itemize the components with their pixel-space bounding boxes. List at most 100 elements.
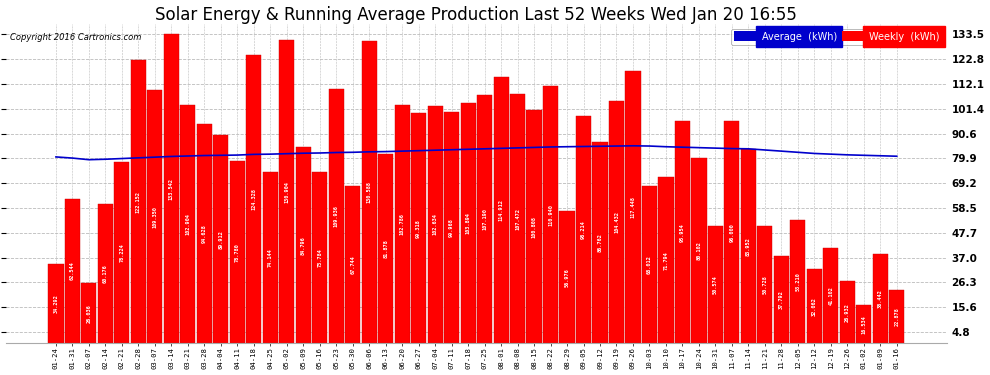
Bar <box>840 281 855 344</box>
Text: 22.878: 22.878 <box>894 308 899 326</box>
Bar <box>296 147 311 344</box>
Text: 86.762: 86.762 <box>598 234 603 252</box>
Text: 117.448: 117.448 <box>631 196 636 218</box>
Text: 78.224: 78.224 <box>120 243 125 262</box>
Text: 81.878: 81.878 <box>383 239 388 258</box>
Bar <box>873 254 888 344</box>
Legend: Average  (kWh), Weekly  (kWh): Average (kWh), Weekly (kWh) <box>732 28 942 45</box>
Text: 71.794: 71.794 <box>663 251 668 270</box>
Bar <box>774 256 789 344</box>
Text: 26.036: 26.036 <box>86 304 91 322</box>
Text: 95.954: 95.954 <box>680 223 685 242</box>
Text: 102.786: 102.786 <box>400 213 405 235</box>
Bar <box>262 172 278 344</box>
Bar <box>658 177 673 344</box>
Text: 68.012: 68.012 <box>647 255 652 274</box>
Text: 34.292: 34.292 <box>53 294 58 313</box>
Bar <box>428 106 443 344</box>
Text: 32.062: 32.062 <box>812 297 817 316</box>
Text: 83.952: 83.952 <box>745 237 750 255</box>
Bar <box>346 186 360 344</box>
Bar <box>460 103 475 344</box>
Text: 78.780: 78.780 <box>235 243 240 261</box>
Text: 80.102: 80.102 <box>696 241 702 260</box>
Bar <box>230 161 245 344</box>
Bar <box>98 204 113 344</box>
Text: 102.904: 102.904 <box>185 213 190 235</box>
Bar <box>592 142 608 344</box>
Bar <box>559 211 574 344</box>
Text: 122.152: 122.152 <box>136 191 141 213</box>
Bar <box>180 105 195 344</box>
Bar <box>49 264 63 344</box>
Text: 130.588: 130.588 <box>366 181 371 203</box>
Text: 53.210: 53.210 <box>795 272 800 291</box>
Bar <box>790 220 806 344</box>
Text: 89.912: 89.912 <box>219 230 224 249</box>
Title: Solar Energy & Running Average Production Last 52 Weeks Wed Jan 20 16:55: Solar Energy & Running Average Productio… <box>155 6 797 24</box>
Bar <box>642 186 657 344</box>
Text: 50.574: 50.574 <box>713 276 718 294</box>
Bar <box>197 124 212 344</box>
Text: 99.318: 99.318 <box>416 219 421 238</box>
Bar <box>477 95 492 344</box>
Bar <box>163 34 179 344</box>
Bar <box>493 77 509 344</box>
Text: 114.912: 114.912 <box>499 200 504 221</box>
Text: 73.784: 73.784 <box>317 249 322 267</box>
Bar <box>411 113 427 344</box>
Text: 37.792: 37.792 <box>779 290 784 309</box>
Text: 67.744: 67.744 <box>350 255 355 274</box>
Bar <box>361 41 377 344</box>
Bar <box>81 283 96 344</box>
Bar <box>741 149 756 344</box>
Bar <box>675 121 690 344</box>
Bar <box>378 154 393 344</box>
Text: 98.214: 98.214 <box>581 220 586 239</box>
Bar <box>543 86 558 344</box>
Bar <box>856 305 871 344</box>
Text: 16.534: 16.534 <box>861 315 866 334</box>
Text: 26.932: 26.932 <box>844 303 849 322</box>
Text: 130.904: 130.904 <box>284 181 289 203</box>
Text: 84.796: 84.796 <box>301 236 306 255</box>
Text: 109.350: 109.350 <box>152 206 157 228</box>
Bar <box>824 248 839 344</box>
Bar <box>445 112 459 344</box>
Bar <box>609 102 624 344</box>
Bar <box>131 60 146 344</box>
Text: 94.628: 94.628 <box>202 224 207 243</box>
Text: 102.634: 102.634 <box>433 214 438 236</box>
Text: 107.472: 107.472 <box>515 208 520 230</box>
Bar <box>510 94 525 344</box>
Text: 96.000: 96.000 <box>730 223 735 242</box>
Bar <box>213 135 229 344</box>
Text: 104.432: 104.432 <box>614 211 619 233</box>
Bar <box>527 110 542 344</box>
Bar <box>247 56 261 344</box>
Bar <box>807 269 822 344</box>
Bar <box>329 89 344 344</box>
Bar <box>279 40 294 344</box>
Bar <box>395 105 410 344</box>
Text: 60.176: 60.176 <box>103 264 108 283</box>
Text: 109.936: 109.936 <box>334 205 339 227</box>
Text: 100.808: 100.808 <box>532 216 537 238</box>
Bar <box>312 172 328 344</box>
Bar <box>626 71 641 344</box>
Text: 124.328: 124.328 <box>251 189 256 210</box>
Bar <box>64 198 80 344</box>
Bar <box>691 158 707 344</box>
Bar <box>114 162 130 344</box>
Bar <box>725 121 740 344</box>
Bar <box>889 290 904 344</box>
Text: 41.102: 41.102 <box>829 286 834 305</box>
Text: 133.542: 133.542 <box>169 178 174 200</box>
Bar <box>576 116 591 344</box>
Bar <box>148 90 162 344</box>
Text: 38.442: 38.442 <box>878 290 883 308</box>
Text: 62.544: 62.544 <box>70 262 75 280</box>
Text: 103.894: 103.894 <box>465 212 470 234</box>
Text: 50.728: 50.728 <box>762 275 767 294</box>
Text: 99.968: 99.968 <box>449 218 454 237</box>
